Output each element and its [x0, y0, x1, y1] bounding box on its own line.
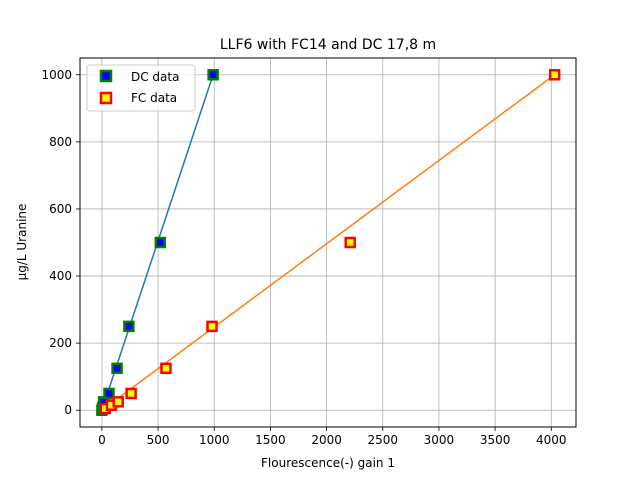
legend-marker-dc — [99, 69, 113, 83]
fc-data-point — [160, 362, 172, 375]
x-tick-label: 2000 — [311, 433, 342, 447]
y-tick-label: 0 — [64, 403, 72, 417]
legend-marker-fc — [99, 91, 113, 105]
dc-data-point — [111, 362, 123, 375]
x-tick-label: 1000 — [199, 433, 230, 447]
chart-title: LLF6 with FC14 and DC 17,8 m — [220, 37, 436, 53]
legend-label-fc: FC data — [131, 91, 177, 105]
x-axis-label: Flourescence(-) gain 1 — [261, 456, 395, 470]
fc-data-fit-line — [101, 74, 556, 411]
y-axis-label: µg/L Uranine — [15, 204, 29, 281]
legend-box — [86, 64, 196, 112]
x-tick-label: 2500 — [367, 433, 398, 447]
x-tick-label: 0 — [98, 433, 106, 447]
fc-data-point — [344, 236, 356, 249]
fc-data-point — [206, 320, 218, 333]
fc-data-point — [112, 396, 124, 408]
y-axis-ticks: 0 200 400 600 800 1000 — [41, 68, 80, 417]
dc-data-point — [154, 236, 167, 249]
fc-data-point — [548, 69, 561, 81]
x-axis-ticks: 0 500 1000 1500 2000 2500 3000 3500 4000 — [98, 427, 567, 447]
dc-data-point — [123, 320, 135, 333]
y-tick-label: 1000 — [41, 68, 72, 82]
x-tick-label: 3500 — [480, 433, 511, 447]
legend: DC data FC data — [86, 64, 196, 112]
x-tick-label: 500 — [147, 433, 170, 447]
y-tick-label: 400 — [49, 269, 72, 283]
dc-data-point — [207, 69, 219, 81]
plot-frame — [79, 57, 577, 428]
y-tick-label: 800 — [49, 135, 72, 149]
y-tick-label: 600 — [49, 202, 72, 216]
dc-data-point — [103, 387, 115, 400]
x-tick-label: 1500 — [255, 433, 286, 447]
x-tick-label: 3000 — [424, 433, 455, 447]
y-tick-label: 200 — [49, 336, 72, 350]
fc-data-point — [125, 387, 137, 400]
data-points — [96, 69, 561, 416]
legend-label-dc: DC data — [131, 70, 179, 84]
x-tick-label: 4000 — [536, 433, 567, 447]
